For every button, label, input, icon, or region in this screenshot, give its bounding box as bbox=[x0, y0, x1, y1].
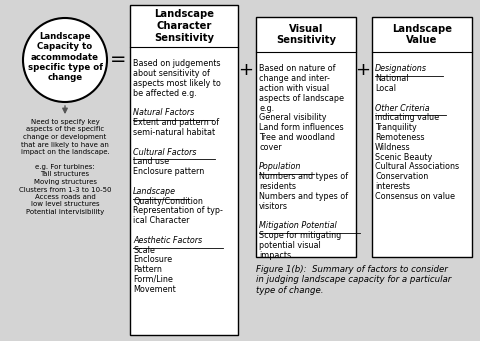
Text: residents: residents bbox=[259, 182, 296, 191]
Text: Conservation: Conservation bbox=[375, 172, 428, 181]
Text: Need to specify key
aspects of the specific
change or development
that are likel: Need to specify key aspects of the speci… bbox=[19, 119, 111, 215]
Text: Tree and woodland: Tree and woodland bbox=[259, 133, 335, 142]
Text: +: + bbox=[356, 61, 371, 79]
Text: cover: cover bbox=[259, 143, 282, 152]
Bar bbox=[372, 17, 472, 257]
Text: Tranquility: Tranquility bbox=[375, 123, 417, 132]
Text: ical Character: ical Character bbox=[133, 216, 190, 225]
Text: Landscape: Landscape bbox=[133, 187, 176, 196]
Text: Scenic Beauty: Scenic Beauty bbox=[375, 152, 432, 162]
Text: Extent and pattern of: Extent and pattern of bbox=[133, 118, 219, 127]
Text: interests: interests bbox=[375, 182, 410, 191]
Text: potential visual: potential visual bbox=[259, 241, 321, 250]
Bar bbox=[256, 17, 356, 257]
Text: +: + bbox=[239, 61, 253, 79]
Text: aspects of landscape: aspects of landscape bbox=[259, 94, 344, 103]
Text: Landscape
Character
Sensitivity: Landscape Character Sensitivity bbox=[154, 10, 214, 43]
Text: Figure 1(b):  Summary of factors to consider
in judging landscape capacity for a: Figure 1(b): Summary of factors to consi… bbox=[256, 265, 451, 295]
Text: Landscape
Capacity to
accommodate
specific type of
change: Landscape Capacity to accommodate specif… bbox=[27, 32, 103, 82]
Text: Representation of typ-: Representation of typ- bbox=[133, 206, 223, 215]
Text: about sensitivity of: about sensitivity of bbox=[133, 69, 210, 78]
Text: action with visual: action with visual bbox=[259, 84, 329, 93]
Text: Population: Population bbox=[259, 162, 301, 171]
Text: Wildness: Wildness bbox=[375, 143, 410, 152]
Text: Consensus on value: Consensus on value bbox=[375, 192, 455, 201]
Text: National: National bbox=[375, 74, 408, 83]
Text: General visibility: General visibility bbox=[259, 113, 326, 122]
Text: Natural Factors: Natural Factors bbox=[133, 108, 194, 117]
Text: Scope for mitigating: Scope for mitigating bbox=[259, 231, 341, 240]
Text: Based on nature of: Based on nature of bbox=[259, 64, 336, 73]
Text: change and inter-: change and inter- bbox=[259, 74, 330, 83]
Text: be affected e.g.: be affected e.g. bbox=[133, 89, 197, 98]
Text: Based on judgements: Based on judgements bbox=[133, 59, 220, 68]
Text: Cultural Factors: Cultural Factors bbox=[133, 148, 196, 157]
Text: impacts: impacts bbox=[259, 251, 291, 260]
Text: Local: Local bbox=[375, 84, 396, 93]
Text: semi-natural habitat: semi-natural habitat bbox=[133, 128, 215, 137]
Text: Movement: Movement bbox=[133, 285, 176, 294]
Text: Land use: Land use bbox=[133, 157, 169, 166]
Text: Designations: Designations bbox=[375, 64, 427, 73]
Text: Pattern: Pattern bbox=[133, 265, 162, 274]
Text: Landscape
Value: Landscape Value bbox=[392, 24, 452, 45]
Text: Other Criteria: Other Criteria bbox=[375, 104, 430, 113]
Text: visitors: visitors bbox=[259, 202, 288, 210]
Text: Quality/Condition: Quality/Condition bbox=[133, 196, 203, 206]
Text: =: = bbox=[110, 50, 126, 70]
Text: Enclosure: Enclosure bbox=[133, 255, 172, 264]
Circle shape bbox=[23, 18, 107, 102]
Text: aspects most likely to: aspects most likely to bbox=[133, 79, 221, 88]
Text: Numbers and types of: Numbers and types of bbox=[259, 192, 348, 201]
Text: Enclosure pattern: Enclosure pattern bbox=[133, 167, 204, 176]
Text: Form/Line: Form/Line bbox=[133, 275, 173, 284]
Text: Visual
Sensitivity: Visual Sensitivity bbox=[276, 24, 336, 45]
Text: Land form influences: Land form influences bbox=[259, 123, 344, 132]
Text: Scale: Scale bbox=[133, 246, 155, 254]
Text: Numbers and types of: Numbers and types of bbox=[259, 172, 348, 181]
Text: e.g.: e.g. bbox=[259, 104, 274, 113]
Text: Aesthetic Factors: Aesthetic Factors bbox=[133, 236, 202, 245]
Bar bbox=[130, 5, 238, 335]
Text: Cultural Associations: Cultural Associations bbox=[375, 162, 459, 171]
Text: Remoteness: Remoteness bbox=[375, 133, 424, 142]
Text: indicating value: indicating value bbox=[375, 113, 439, 122]
Text: Mitigation Potential: Mitigation Potential bbox=[259, 221, 337, 230]
